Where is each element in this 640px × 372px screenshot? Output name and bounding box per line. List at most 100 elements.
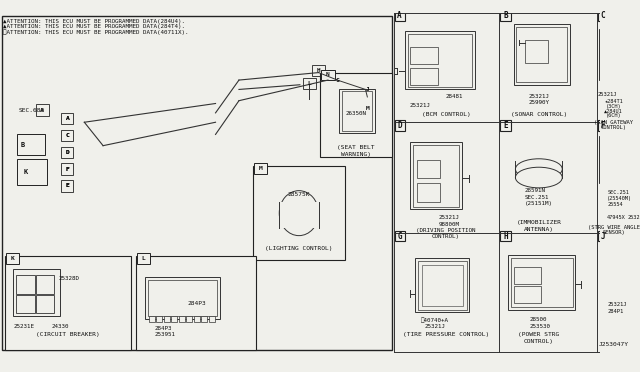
Bar — [515, 267, 541, 284]
Bar — [598, 121, 608, 131]
Bar — [525, 40, 548, 63]
Text: WARNING): WARNING) — [341, 152, 371, 157]
Text: (IMMOBILIZER: (IMMOBILIZER — [516, 220, 561, 225]
Text: 25990Y: 25990Y — [529, 100, 549, 105]
Bar — [422, 265, 463, 306]
Text: (CIRCUIT BREAKER): (CIRCUIT BREAKER) — [36, 333, 99, 337]
Text: E: E — [65, 183, 69, 189]
Bar — [598, 231, 608, 241]
Bar — [61, 147, 73, 158]
Text: 26350N: 26350N — [346, 111, 367, 116]
Text: 47945X: 47945X — [607, 215, 626, 220]
Text: SEC.680: SEC.680 — [19, 108, 45, 113]
Bar — [136, 256, 256, 350]
Text: ▲ATTENTION: THIS ECU MUST BE PROGRAMMED DATA(284T4).: ▲ATTENTION: THIS ECU MUST BE PROGRAMMED … — [3, 24, 185, 29]
Text: D: D — [397, 121, 402, 130]
Bar — [394, 121, 405, 131]
Text: 28481: 28481 — [446, 93, 463, 99]
Bar — [418, 261, 467, 310]
Text: G: G — [397, 232, 402, 241]
Text: A: A — [397, 12, 402, 20]
Text: CONTROL): CONTROL) — [524, 339, 554, 344]
Bar — [516, 27, 567, 82]
Bar — [609, 258, 637, 296]
Text: 253530: 253530 — [529, 324, 550, 329]
Bar — [13, 269, 60, 316]
Text: F: F — [65, 167, 69, 171]
Bar — [36, 275, 54, 294]
Bar — [312, 65, 325, 76]
Text: C: C — [65, 133, 69, 138]
Text: 253951: 253951 — [155, 333, 175, 337]
Bar — [303, 78, 316, 89]
Circle shape — [613, 152, 624, 163]
Bar — [172, 316, 177, 322]
Text: (TIRE PRESSURE CONTROL): (TIRE PRESSURE CONTROL) — [403, 333, 489, 337]
Text: A: A — [40, 108, 44, 113]
Bar — [513, 24, 570, 85]
Text: 284P3: 284P3 — [188, 301, 206, 306]
Text: L: L — [307, 81, 311, 86]
Bar — [405, 31, 475, 89]
Text: M: M — [259, 166, 262, 171]
Text: ANTENNA): ANTENNA) — [524, 227, 554, 232]
Text: (POWER STRG: (POWER STRG — [518, 333, 559, 337]
Bar — [253, 166, 345, 260]
Text: SENSOR): SENSOR) — [602, 230, 625, 235]
Circle shape — [607, 147, 630, 169]
Text: B: B — [503, 12, 508, 20]
Text: H: H — [317, 68, 321, 73]
Text: J253047Y: J253047Y — [599, 342, 629, 347]
Text: 25321J: 25321J — [438, 215, 459, 220]
Bar — [149, 316, 155, 322]
Text: (6CH): (6CH) — [606, 113, 621, 118]
Text: (DRIVING POSITION: (DRIVING POSITION — [416, 228, 476, 234]
Bar — [417, 160, 440, 179]
Text: ▲ATTENTION: THIS ECU MUST BE PROGRAMMED DATA(284U4).: ▲ATTENTION: THIS ECU MUST BE PROGRAMMED … — [3, 19, 185, 23]
Bar — [599, 136, 636, 183]
Bar — [515, 286, 541, 303]
Bar — [508, 255, 575, 310]
Text: (LIGHTING CONTROL): (LIGHTING CONTROL) — [265, 246, 333, 251]
Text: 25321J: 25321J — [598, 92, 617, 97]
Text: L: L — [141, 256, 145, 261]
Text: N: N — [326, 72, 330, 77]
Bar — [61, 113, 73, 124]
Bar — [16, 295, 35, 314]
Bar — [148, 280, 218, 316]
Ellipse shape — [515, 159, 563, 179]
Bar — [500, 11, 511, 21]
Text: K: K — [10, 256, 14, 261]
Text: 28591N: 28591N — [525, 188, 546, 193]
Text: G: G — [335, 78, 339, 83]
Text: 28575K: 28575K — [288, 192, 310, 197]
Bar — [186, 316, 192, 322]
Text: H: H — [503, 232, 508, 241]
Bar — [321, 73, 392, 157]
Text: ※40740+A: ※40740+A — [421, 317, 449, 323]
Text: ★284T1: ★284T1 — [604, 99, 623, 104]
Bar — [500, 231, 511, 241]
Bar — [61, 130, 73, 141]
Text: F: F — [65, 167, 69, 171]
Bar — [321, 70, 335, 80]
Bar — [2, 16, 392, 350]
Text: (STRG WIRE ANGLE: (STRG WIRE ANGLE — [588, 225, 640, 230]
Bar — [598, 11, 608, 21]
Text: D: D — [65, 150, 69, 155]
Bar — [36, 295, 54, 314]
Text: CONTROL): CONTROL) — [432, 234, 460, 239]
Bar — [410, 47, 438, 64]
Text: (CAN GATEWAY: (CAN GATEWAY — [595, 120, 634, 125]
Text: 25321J: 25321J — [628, 215, 640, 220]
Bar — [602, 139, 634, 180]
Bar — [194, 316, 200, 322]
Text: SEC.251: SEC.251 — [607, 190, 629, 195]
Bar — [410, 142, 462, 209]
Bar — [17, 159, 47, 185]
Text: 25231E: 25231E — [13, 324, 34, 329]
Bar — [361, 103, 374, 114]
Bar — [17, 134, 45, 155]
Bar — [202, 316, 207, 322]
Text: (25151M): (25151M) — [525, 201, 553, 206]
